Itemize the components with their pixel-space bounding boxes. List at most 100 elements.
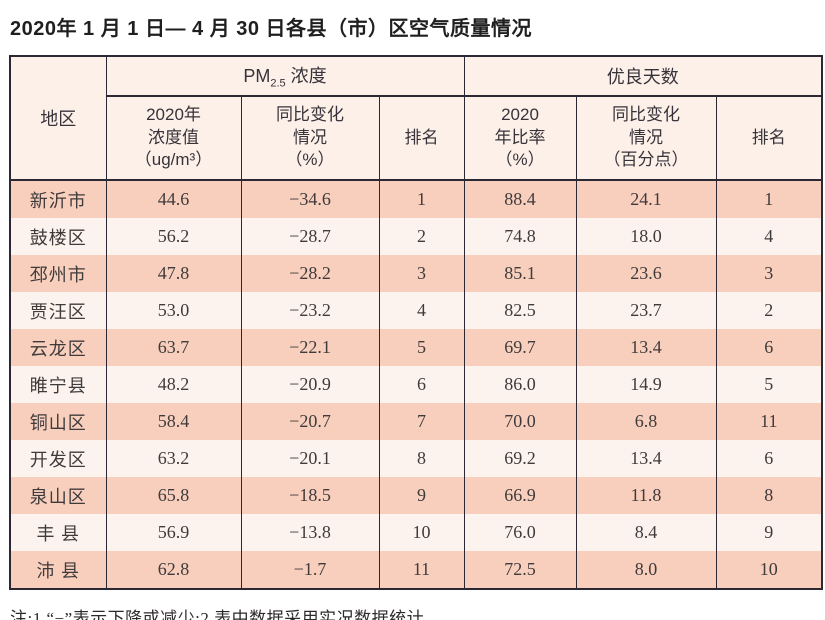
cell-pm-rank: 7: [378, 403, 465, 440]
cell-pm-change: −18.5: [240, 477, 380, 514]
table-row: 丰 县 56.9 −13.8 10 76.0 8.4 9: [9, 514, 823, 551]
cell-region: 丰 县: [9, 514, 107, 551]
cell-good-change: 23.7: [575, 292, 717, 329]
cell-good-rank: 3: [715, 255, 823, 292]
cell-pm-value: 56.9: [105, 514, 242, 551]
cell-pm-change: −34.6: [240, 180, 380, 218]
cell-pm-change: −1.7: [240, 551, 380, 589]
table-row: 沛 县 62.8 −1.7 11 72.5 8.0 10: [9, 551, 823, 589]
cell-pm-change: −20.7: [240, 403, 380, 440]
cell-pm-value: 56.2: [105, 218, 242, 255]
cell-good-rate: 72.5: [463, 551, 577, 589]
cell-good-rank: 5: [715, 366, 823, 403]
column-group-good-days: 优良天数: [463, 56, 823, 97]
cell-region: 沛 县: [9, 551, 107, 589]
cell-good-change: 13.4: [575, 329, 717, 366]
cell-good-change: 8.4: [575, 514, 717, 551]
cell-region: 开发区: [9, 440, 107, 477]
column-header-pm-change: 同比变化 情况 （%）: [240, 96, 380, 181]
cell-pm-change: −20.1: [240, 440, 380, 477]
cell-pm-value: 53.0: [105, 292, 242, 329]
column-header-good-rank: 排名: [715, 96, 823, 181]
cell-good-rank: 11: [715, 403, 823, 440]
cell-good-change: 8.0: [575, 551, 717, 589]
cell-good-rate: 69.2: [463, 440, 577, 477]
table-row: 邳州市 47.8 −28.2 3 85.1 23.6 3: [9, 255, 823, 292]
cell-pm-rank: 1: [378, 180, 465, 218]
cell-pm-rank: 2: [378, 218, 465, 255]
cell-pm-change: −20.9: [240, 366, 380, 403]
cell-good-rank: 4: [715, 218, 823, 255]
cell-good-rate: 74.8: [463, 218, 577, 255]
cell-region: 邳州市: [9, 255, 107, 292]
column-header-pm-rank: 排名: [378, 96, 465, 181]
cell-pm-value: 62.8: [105, 551, 242, 589]
cell-good-change: 24.1: [575, 180, 717, 218]
cell-pm-rank: 3: [378, 255, 465, 292]
column-group-pm25: PM2.5 浓度: [105, 56, 465, 97]
cell-good-rate: 66.9: [463, 477, 577, 514]
cell-good-change: 14.9: [575, 366, 717, 403]
pm25-label-prefix: PM: [243, 66, 271, 87]
cell-good-rate: 76.0: [463, 514, 577, 551]
cell-pm-value: 48.2: [105, 366, 242, 403]
cell-pm-rank: 10: [378, 514, 465, 551]
table-row: 云龙区 63.7 −22.1 5 69.7 13.4 6: [9, 329, 823, 366]
table-row: 睢宁县 48.2 −20.9 6 86.0 14.9 5: [9, 366, 823, 403]
cell-pm-rank: 11: [378, 551, 465, 589]
cell-good-rate: 69.7: [463, 329, 577, 366]
cell-pm-rank: 6: [378, 366, 465, 403]
cell-pm-rank: 5: [378, 329, 465, 366]
cell-good-rate: 82.5: [463, 292, 577, 329]
cell-good-rank: 9: [715, 514, 823, 551]
cell-good-change: 18.0: [575, 218, 717, 255]
cell-good-change: 23.6: [575, 255, 717, 292]
cell-good-rate: 85.1: [463, 255, 577, 292]
cell-region: 铜山区: [9, 403, 107, 440]
cell-good-rank: 6: [715, 440, 823, 477]
cell-region: 泉山区: [9, 477, 107, 514]
pm25-label-suffix: 浓度: [285, 66, 327, 87]
column-header-pm-value: 2020年 浓度值 （ug/m³）: [105, 96, 242, 181]
cell-good-rate: 88.4: [463, 180, 577, 218]
cell-pm-value: 63.7: [105, 329, 242, 366]
cell-good-rate: 86.0: [463, 366, 577, 403]
header-sub-row: 2020年 浓度值 （ug/m³） 同比变化 情况 （%） 排名 2020 年比…: [10, 96, 823, 181]
cell-good-rate: 70.0: [463, 403, 577, 440]
cell-pm-value: 44.6: [105, 180, 242, 218]
table-row: 铜山区 58.4 −20.7 7 70.0 6.8 11: [9, 403, 823, 440]
cell-good-rank: 1: [715, 180, 823, 218]
cell-good-rank: 8: [715, 477, 823, 514]
cell-pm-value: 58.4: [105, 403, 242, 440]
cell-good-rank: 6: [715, 329, 823, 366]
cell-pm-change: −13.8: [240, 514, 380, 551]
cell-region: 贾汪区: [9, 292, 107, 329]
column-header-good-change: 同比变化 情况 （百分点）: [575, 96, 717, 181]
table-row: 新沂市 44.6 −34.6 1 88.4 24.1 1: [9, 180, 823, 218]
table-body: 新沂市 44.6 −34.6 1 88.4 24.1 1 鼓楼区 56.2 −28.7 2 74.8 1…: [9, 180, 823, 589]
cell-good-change: 13.4: [575, 440, 717, 477]
cell-pm-rank: 4: [378, 292, 465, 329]
cell-region: 睢宁县: [9, 366, 107, 403]
cell-good-change: 6.8: [575, 403, 717, 440]
page-title: 2020年 1 月 1 日— 4 月 30 日各县（市）区空气质量情况: [10, 18, 533, 40]
cell-pm-change: −28.2: [240, 255, 380, 292]
cell-good-rank: 10: [715, 551, 823, 589]
cell-region: 新沂市: [9, 180, 107, 218]
table-row: 泉山区 65.8 −18.5 9 66.9 11.8 8: [9, 477, 823, 514]
footnote: 注:1.“−”表示下降或减少;2.表中数据采用实况数据统计。: [10, 609, 442, 620]
table-row: 开发区 63.2 −20.1 8 69.2 13.4 6: [9, 440, 823, 477]
table-header: 地区 PM2.5 浓度 优良天数 2020年 浓度值 （ug/m³） 同比变化 …: [9, 56, 823, 181]
cell-good-change: 11.8: [575, 477, 717, 514]
cell-pm-value: 65.8: [105, 477, 242, 514]
cell-pm-change: −23.2: [240, 292, 380, 329]
column-header-region: 地区: [9, 56, 107, 181]
column-header-good-rate: 2020 年比率 （%）: [463, 96, 577, 181]
cell-pm-value: 47.8: [105, 255, 242, 292]
cell-pm-change: −22.1: [240, 329, 380, 366]
cell-pm-change: −28.7: [240, 218, 380, 255]
cell-good-rank: 2: [715, 292, 823, 329]
cell-region: 云龙区: [9, 329, 107, 366]
cell-pm-rank: 8: [378, 440, 465, 477]
cell-pm-rank: 9: [378, 477, 465, 514]
